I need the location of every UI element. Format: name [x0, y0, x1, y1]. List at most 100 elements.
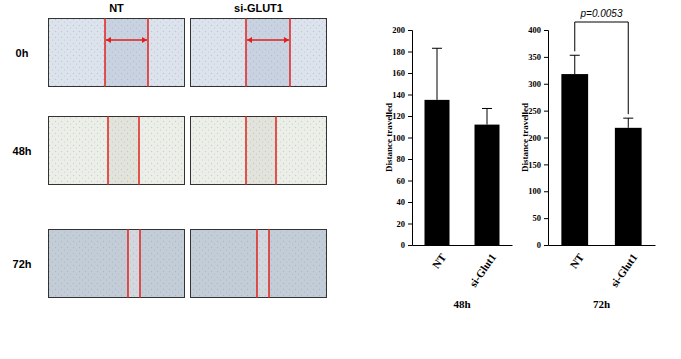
panel-background: [190, 116, 327, 185]
panel-background: [48, 116, 185, 185]
gap-edge: [245, 116, 247, 185]
row-label: 48h: [13, 145, 32, 157]
row-label: 0h: [16, 47, 29, 59]
y-axis-line: [408, 31, 413, 246]
y-tick-label: 20: [397, 219, 406, 229]
panel-background: [190, 18, 327, 87]
error-bar-stem: [487, 108, 488, 124]
y-axis-title: Distance travelled: [384, 103, 394, 172]
y-tick-mark: [408, 116, 412, 117]
image-panel: [190, 229, 327, 298]
y-tick-label: 0: [401, 240, 405, 250]
y-tick-label: 250: [528, 106, 541, 116]
y-tick-label: 40: [397, 197, 406, 207]
y-tick-label: 200: [392, 25, 405, 35]
bar: [561, 74, 588, 245]
error-bar: [623, 118, 633, 128]
y-tick: 150: [528, 160, 548, 170]
plot-marks: [561, 55, 641, 245]
bar-chart: 020406080100120140160180200NTsi-Glut1Dis…: [384, 25, 513, 310]
y-tick-label: 0: [537, 240, 541, 250]
image-panel: [48, 116, 185, 185]
y-tick: 80: [397, 154, 413, 164]
y-tick-label: 100: [528, 186, 541, 196]
y-tick: 40: [397, 197, 413, 207]
gap-edge: [256, 229, 258, 298]
cell-texture: [48, 116, 185, 185]
y-axis: 050100150200250300350400: [528, 25, 548, 250]
panel-frame: [191, 230, 327, 298]
arrow-head: [142, 37, 147, 43]
y-tick-mark: [544, 111, 548, 112]
image-panel: [190, 18, 327, 87]
arrow-head: [284, 37, 289, 43]
x-tick-label: NT: [567, 251, 586, 271]
y-tick-mark: [408, 30, 412, 31]
x-tick: si-Glut1: [467, 245, 499, 289]
y-tick-label: 150: [528, 160, 541, 170]
chart-title: 48h: [453, 298, 470, 310]
cell-texture: [190, 18, 327, 87]
y-tick-label: 350: [528, 52, 541, 62]
y-tick: 180: [392, 47, 412, 57]
y-tick-mark: [408, 95, 412, 96]
cell-texture: [48, 18, 185, 87]
column-label: si-GLUT1: [234, 2, 283, 14]
row-label: 72h: [13, 258, 32, 270]
gap-edge: [107, 116, 109, 185]
y-tick-mark: [408, 224, 412, 225]
y-tick-mark: [544, 30, 548, 31]
arrow-head: [247, 37, 252, 43]
significance-bracket: [575, 22, 629, 114]
y-tick-label: 140: [392, 90, 405, 100]
y-tick-mark: [544, 245, 548, 246]
y-tick: 140: [392, 90, 412, 100]
x-axis-line: [413, 245, 513, 246]
x-tick: si-Glut1: [608, 245, 640, 289]
gap-edge: [138, 116, 140, 185]
y-tick: 60: [397, 176, 413, 186]
y-tick: 50: [533, 213, 549, 223]
cell-texture: [190, 116, 327, 185]
y-tick-mark: [408, 181, 412, 182]
y-tick-mark: [408, 138, 412, 139]
error-bar: [570, 55, 580, 74]
arrow-head: [106, 37, 111, 43]
error-bar-stem: [437, 48, 438, 100]
y-tick-mark: [544, 138, 548, 139]
y-tick: 200: [528, 133, 548, 143]
error-bar-stem: [574, 55, 575, 74]
panel-frame: [49, 117, 185, 185]
x-tick-label: NT: [430, 251, 449, 271]
y-tick-mark: [408, 52, 412, 53]
bar: [425, 100, 450, 245]
error-bar-cap: [482, 108, 492, 109]
y-tick-label: 60: [397, 176, 406, 186]
x-axis-line: [549, 245, 656, 246]
gap-edge: [275, 116, 277, 185]
y-axis-line: [544, 31, 549, 246]
y-tick-mark: [544, 84, 548, 85]
y-tick: 20: [397, 219, 413, 229]
image-panel: [48, 229, 185, 298]
y-axis: 020406080100120140160180200: [392, 25, 412, 250]
y-tick: 250: [528, 106, 548, 116]
bar-chart: 050100150200250300350400NTsi-Glut1Distan…: [520, 8, 656, 310]
panel-background: [48, 229, 185, 298]
error-bar-cap: [432, 48, 442, 49]
y-tick-label: 200: [528, 133, 541, 143]
y-tick-label: 120: [392, 111, 405, 121]
gap-edge: [245, 18, 247, 87]
bar: [475, 125, 500, 245]
gap-edge: [268, 229, 270, 298]
x-axis: NT si-Glut1: [549, 245, 656, 289]
y-tick: 0: [537, 240, 548, 250]
error-bar-stem: [628, 118, 629, 128]
bar: [615, 128, 642, 245]
y-tick: 0: [401, 240, 412, 250]
y-tick-label: 400: [528, 25, 541, 35]
y-tick-mark: [544, 191, 548, 192]
error-bar-cap: [570, 55, 580, 56]
panel-frame: [49, 19, 185, 87]
gap-edge: [139, 229, 141, 298]
